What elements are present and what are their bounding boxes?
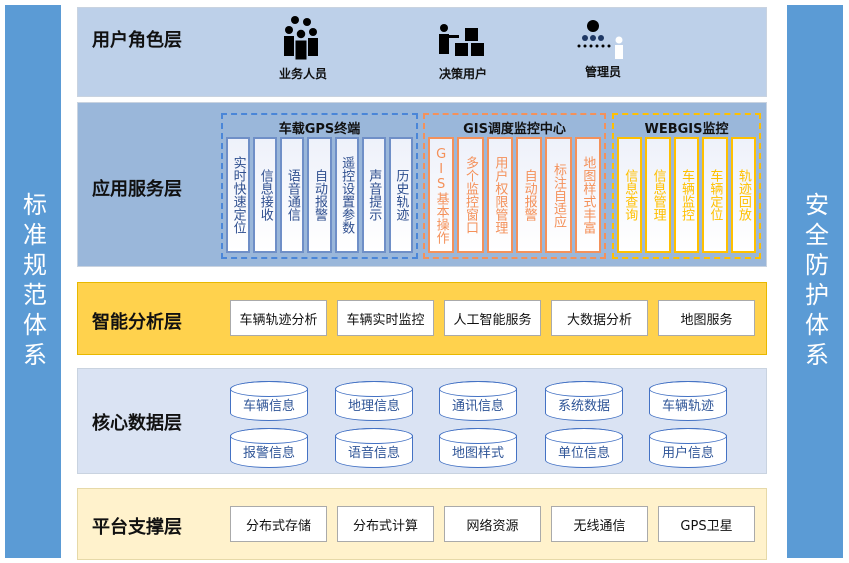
module-item: 多个监控窗口 [457, 137, 484, 253]
database-item: 语音信息 [335, 428, 413, 468]
database-item: 单位信息 [545, 428, 623, 468]
user-role-layer: 用户角色层 业务人员 决策用户 管理员 [77, 7, 767, 97]
module-item: 信息接收 [253, 137, 278, 253]
role-business: 业务人员 [268, 14, 338, 82]
module-item: 轨迹回放 [730, 137, 757, 253]
platform-support-layer: 平台支撑层 分布式存储 分布式计算 网络资源 无线通信 GPS卫星 [77, 488, 767, 560]
module-item: 遥控设置参数 [334, 137, 359, 253]
module-item: 标注自适应 [545, 137, 572, 253]
module-list: GIS基本操作 多个监控窗口 用户权限管理 自动报警 标注自适应 地图样式丰富 [428, 137, 601, 253]
module-item: 声音提示 [361, 137, 386, 253]
analysis-item: 车辆轨迹分析 [230, 300, 327, 336]
module-item: 历史轨迹 [388, 137, 413, 253]
platform-item: 无线通信 [551, 506, 648, 542]
database-item: 车辆轨迹 [649, 381, 727, 421]
module-item: 车辆监控 [673, 137, 700, 253]
presenter-boxes-icon [439, 24, 484, 56]
role-label: 管理员 [584, 65, 621, 79]
application-service-layer: 应用服务层 车载GPS终端 实时快速定位 信息接收 语音通信 自动报警 遥控设置参数 声音提… [77, 102, 767, 267]
standards-system-bar: 标准规范体系 [5, 5, 61, 558]
module-item: 实时快速定位 [226, 137, 251, 253]
database-item: 车辆信息 [230, 381, 308, 421]
core-data-layer: 核心数据层 车辆信息 地理信息 通讯信息 系统数据 车辆轨迹报警信息 语音信息 地图样式 单位… [77, 368, 767, 474]
group-title: 车载GPS终端 [278, 122, 361, 137]
analysis-item: 车辆实时监控 [337, 300, 434, 336]
layer-title: 智能分析层 [92, 312, 182, 333]
module-item: 自动报警 [515, 137, 543, 253]
platform-item: 网络资源 [444, 506, 541, 542]
module-item: 地图样式丰富 [574, 137, 601, 253]
module-item: 语音通信 [280, 137, 305, 253]
security-system-bar: 安全防护体系 [787, 5, 843, 558]
module-item: 车辆定位 [702, 137, 728, 253]
intelligent-analysis-layer: 智能分析层 车辆轨迹分析 车辆实时监控 人工智能服务 大数据分析 地图服务 [77, 282, 767, 355]
platform-item: 分布式存储 [230, 506, 327, 542]
role-admin: 管理员 [568, 20, 638, 80]
org-admin-icon [577, 20, 623, 59]
module-list: 信息查询 信息管理 车辆监控 车辆定位 轨迹回放 [617, 137, 757, 253]
layer-title: 应用服务层 [92, 179, 182, 200]
group-title: GIS调度监控中心 [463, 122, 566, 137]
database-item: 通讯信息 [439, 381, 517, 421]
database-item: 系统数据 [545, 381, 623, 421]
database-item: 用户信息 [649, 428, 727, 468]
layer-title: 平台支撑层 [92, 517, 182, 538]
database-item: 地图样式 [439, 428, 517, 468]
role-label: 决策用户 [438, 67, 487, 81]
module-group: GIS调度监控中心 GIS基本操作 多个监控窗口 用户权限管理 自动报警 标注自适应 地图样… [423, 113, 606, 259]
role-label: 业务人员 [278, 67, 327, 81]
module-item: GIS基本操作 [428, 137, 455, 253]
module-list: 实时快速定位 信息接收 语音通信 自动报警 遥控设置参数 声音提示 历史轨迹 [226, 137, 413, 253]
platform-item: GPS卫星 [658, 506, 755, 542]
layer-title: 核心数据层 [92, 413, 182, 434]
analysis-item: 大数据分析 [551, 300, 648, 336]
module-group: WEBGIS监控 信息查询 信息管理 车辆监控 车辆定位 轨迹回放 [612, 113, 761, 259]
analysis-item: 人工智能服务 [444, 300, 541, 336]
module-item: 用户权限管理 [486, 137, 513, 253]
module-item: 信息管理 [645, 137, 671, 253]
module-item: 信息查询 [617, 137, 643, 253]
group-title: WEBGIS监控 [644, 122, 729, 137]
module-group: 车载GPS终端 实时快速定位 信息接收 语音通信 自动报警 遥控设置参数 声音提示 历史轨迹 [221, 113, 418, 259]
database-item: 地理信息 [335, 381, 413, 421]
database-item: 报警信息 [230, 428, 308, 468]
analysis-item: 地图服务 [658, 300, 755, 336]
group-people-icon [284, 16, 318, 61]
module-item: 自动报警 [307, 137, 332, 253]
layer-title: 用户角色层 [92, 30, 182, 51]
platform-item: 分布式计算 [337, 506, 434, 542]
role-decision: 决策用户 [428, 22, 498, 82]
